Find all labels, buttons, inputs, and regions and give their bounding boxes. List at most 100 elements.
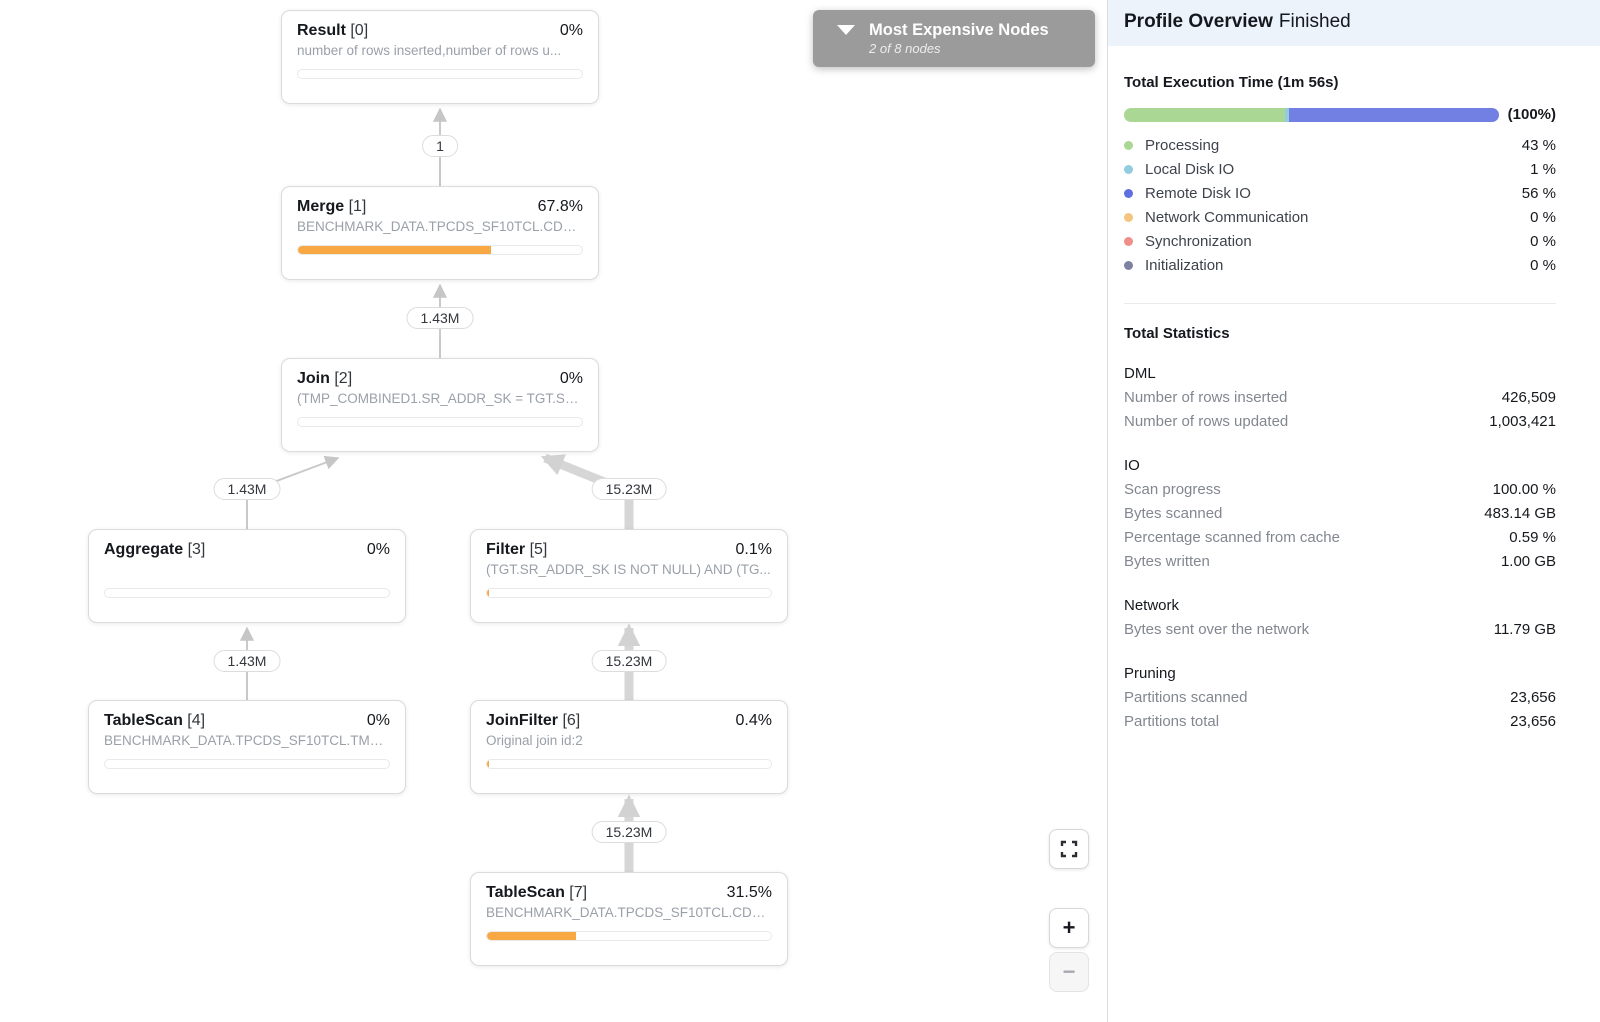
node-description <box>104 562 390 579</box>
most-expensive-nodes-dropdown[interactable]: Most Expensive Nodes 2 of 8 nodes <box>813 10 1095 67</box>
stat-row: Percentage scanned from cache0.59 % <box>1124 526 1556 550</box>
node-percent: 0% <box>560 22 583 40</box>
plan-node-tablescan-7[interactable]: TableScan [7]31.5%BENCHMARK_DATA.TPCDS_S… <box>470 872 788 966</box>
total-statistics-heading: Total Statistics <box>1124 325 1556 342</box>
query-plan-canvas: Result [0]0%number of rows inserted,numb… <box>0 0 1107 1022</box>
stat-label: Partitions scanned <box>1124 686 1510 710</box>
node-progress-fill <box>298 246 491 254</box>
legend-label: Local Disk IO <box>1145 161 1530 178</box>
legend-label: Processing <box>1145 137 1522 154</box>
node-progress-fill <box>487 589 489 597</box>
stat-value: 23,656 <box>1510 686 1556 710</box>
stat-value: 426,509 <box>1502 386 1556 410</box>
stat-row: Number of rows inserted426,509 <box>1124 386 1556 410</box>
node-percent: 0% <box>560 370 583 388</box>
node-header: Result [0] 0% <box>297 22 583 40</box>
execution-bar-segment-remote-disk-io <box>1289 108 1499 122</box>
query-status: Finished <box>1279 11 1351 32</box>
plan-node-merge-1[interactable]: Merge [1] 67.8% BENCHMARK_DATA.TPCDS_SF10T… <box>281 186 599 280</box>
plan-node-tablescan-4[interactable]: TableScan [4]0%BENCHMARK_DATA.TPCDS_SF10… <box>88 700 406 794</box>
node-title: Merge [1] <box>297 198 366 216</box>
edge-rowcount-label: 15.23M <box>592 478 667 500</box>
node-title: Aggregate [3] <box>104 541 205 559</box>
panel-title: Profile Overview <box>1124 11 1273 32</box>
legend-label: Initialization <box>1145 257 1530 274</box>
node-percent: 0% <box>367 712 390 730</box>
node-progress-track <box>297 69 583 79</box>
plan-edges <box>0 0 1107 1022</box>
legend-value: 0 % <box>1530 257 1556 274</box>
plan-node-filter-5[interactable]: Filter [5]0.1%(TGT.SR_ADDR_SK IS NOT NUL… <box>470 529 788 623</box>
stat-row: Bytes scanned483.14 GB <box>1124 502 1556 526</box>
execution-legend: Processing43 %Local Disk IO1 %Remote Dis… <box>1124 133 1556 277</box>
node-progress-track <box>486 588 772 598</box>
node-index: [5] <box>530 541 548 558</box>
panel-header: Profile Overview Finished <box>1108 0 1600 46</box>
overlay-node-count: 2 of 8 nodes <box>869 41 1049 56</box>
plan-node-join-2[interactable]: Join [2]0%(TMP_COMBINED1.SR_ADDR_SK = TG… <box>281 358 599 452</box>
legend-color-dot <box>1124 213 1133 222</box>
node-index: [2] <box>334 370 352 387</box>
legend-value: 0 % <box>1530 233 1556 250</box>
chevron-down-icon <box>837 25 855 35</box>
plan-node-aggregate-3[interactable]: Aggregate [3] 0% <box>88 529 406 623</box>
stat-label: Percentage scanned from cache <box>1124 526 1509 550</box>
node-index: [6] <box>562 712 580 729</box>
node-percent: 31.5% <box>727 884 772 902</box>
legend-value: 0 % <box>1530 209 1556 226</box>
legend-item-local-disk-io: Local Disk IO1 % <box>1124 157 1556 181</box>
stat-label: Partitions total <box>1124 710 1510 734</box>
stat-row: Partitions total23,656 <box>1124 710 1556 734</box>
stat-label: Number of rows updated <box>1124 410 1489 434</box>
stat-section-io: IOScan progress100.00 %Bytes scanned483.… <box>1124 454 1556 574</box>
execution-bar-segment-processing <box>1124 108 1285 122</box>
node-percent: 0% <box>367 541 390 559</box>
node-percent: 67.8% <box>538 198 583 216</box>
edge-rowcount-label: 15.23M <box>592 821 667 843</box>
edge-rowcount-label: 1.43M <box>407 307 474 329</box>
node-index: [7] <box>569 884 587 901</box>
node-progress-track <box>104 588 390 598</box>
zoom-in-button[interactable]: + <box>1049 908 1089 948</box>
stat-section-dml: DMLNumber of rows inserted426,509Number … <box>1124 362 1556 434</box>
fullscreen-icon <box>1060 840 1078 858</box>
plan-node-result-0[interactable]: Result [0]0%number of rows inserted,numb… <box>281 10 599 104</box>
node-title: Result [0] <box>297 22 368 40</box>
legend-color-dot <box>1124 261 1133 270</box>
stat-section-header: Network <box>1124 594 1556 618</box>
overlay-title: Most Expensive Nodes <box>869 20 1049 40</box>
stat-row: Bytes written1.00 GB <box>1124 550 1556 574</box>
edge-rowcount-label: 1.43M <box>214 650 281 672</box>
legend-color-dot <box>1124 189 1133 198</box>
stat-value: 100.00 % <box>1493 478 1556 502</box>
node-header: TableScan [4]0% <box>104 712 390 730</box>
node-progress-track <box>486 759 772 769</box>
zoom-out-button[interactable]: − <box>1049 952 1089 992</box>
node-progress-fill <box>487 932 576 940</box>
execution-time-heading: Total Execution Time (1m 56s) <box>1124 74 1556 91</box>
legend-label: Remote Disk IO <box>1145 185 1522 202</box>
node-header: Aggregate [3] 0% <box>104 541 390 559</box>
node-index: [1] <box>349 198 367 215</box>
minus-icon: − <box>1063 959 1076 985</box>
stat-label: Bytes sent over the network <box>1124 618 1494 642</box>
node-description: BENCHMARK_DATA.TPCDS_SF10TCL.CDM... <box>297 219 583 236</box>
node-progress-track <box>297 245 583 255</box>
legend-value: 56 % <box>1522 185 1556 202</box>
fullscreen-button[interactable] <box>1049 829 1089 869</box>
panel-divider <box>1124 303 1556 304</box>
node-description: BENCHMARK_DATA.TPCDS_SF10TCL.CDM... <box>486 905 772 922</box>
plan-node-joinfilter-6[interactable]: JoinFilter [6]0.4%Original join id:2 <box>470 700 788 794</box>
most-expensive-nodes-text: Most Expensive Nodes 2 of 8 nodes <box>869 20 1049 56</box>
node-index: [4] <box>187 712 205 729</box>
execution-time-bar-row: (100%) <box>1124 106 1556 123</box>
legend-label: Network Communication <box>1145 209 1530 226</box>
node-progress-track <box>104 759 390 769</box>
node-index: [0] <box>350 22 368 39</box>
stat-value: 483.14 GB <box>1484 502 1556 526</box>
panel-body: Total Execution Time (1m 56s) (100%) Pro… <box>1108 74 1600 734</box>
edge-rowcount-label: 1.43M <box>214 478 281 500</box>
stat-section-network: NetworkBytes sent over the network11.79 … <box>1124 594 1556 642</box>
stat-value: 1.00 GB <box>1501 550 1556 574</box>
stat-value: 11.79 GB <box>1494 618 1556 642</box>
